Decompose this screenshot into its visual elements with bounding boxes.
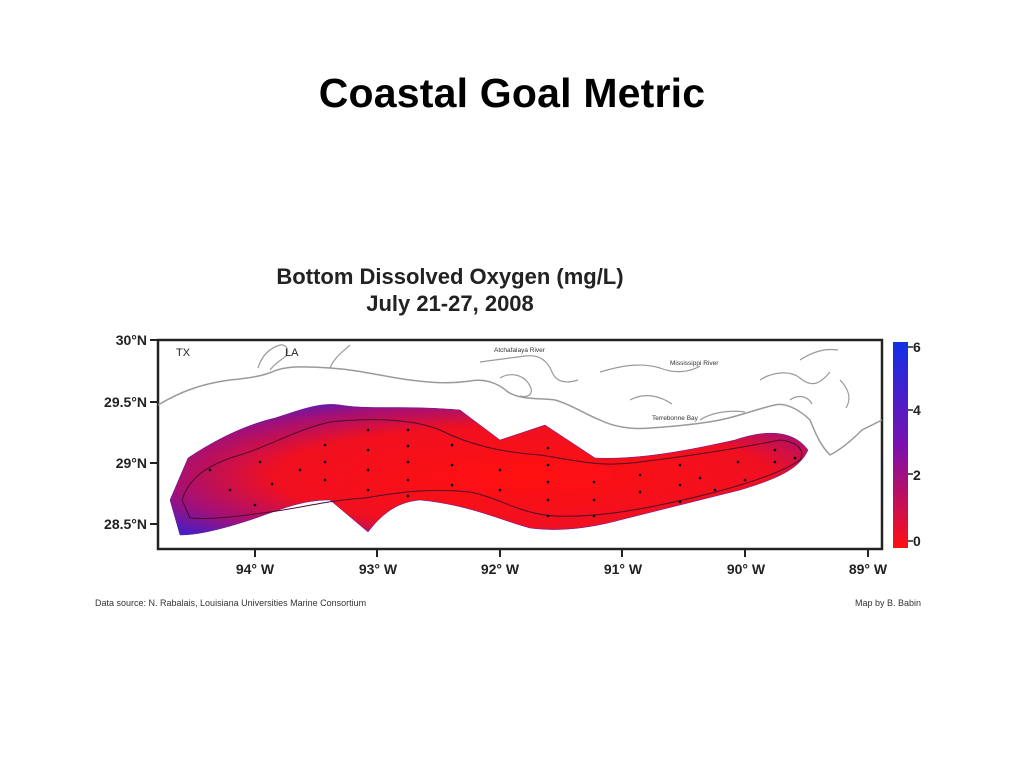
lon-label: 93° W: [359, 561, 398, 577]
hypoxia-contour: [181, 419, 803, 520]
lon-label: 90° W: [727, 561, 766, 577]
colorbar-label: 4: [913, 402, 921, 418]
lon-label: 91° W: [604, 561, 643, 577]
coastline: [158, 366, 882, 456]
map-date: July 21-27, 2008: [366, 291, 534, 316]
map-title: Bottom Dissolved Oxygen (mg/L): [276, 264, 624, 289]
slide-title: Coastal Goal Metric: [318, 70, 706, 116]
lat-label: 30°N: [116, 332, 147, 348]
label-tx: TX: [176, 347, 191, 359]
lon-label: 92° W: [481, 561, 520, 577]
colorbar-label: 6: [913, 339, 921, 355]
label-la: LA: [285, 347, 299, 359]
colorbar-ticks: [908, 346, 913, 542]
lat-label: 29.5°N: [104, 394, 147, 410]
oxygen-plume: [169, 404, 809, 536]
data-source: Data source: N. Rabalais, Louisiana Univ…: [95, 598, 367, 608]
label-terrebonne: Terrebonne Bay: [652, 415, 699, 422]
colorbar-label: 0: [913, 533, 921, 549]
lon-ticks: [254, 549, 869, 557]
lon-label: 94° W: [236, 561, 275, 577]
label-mississippi: Mississippi River: [670, 360, 719, 367]
map-credit: Map by B. Babin: [854, 598, 921, 608]
label-atchafalaya: Atchafalaya River: [494, 347, 546, 354]
lon-label: 89° W: [849, 561, 888, 577]
lat-ticks: [150, 339, 158, 525]
lat-label: 29°N: [116, 455, 147, 471]
lat-label: 28.5°N: [104, 516, 147, 532]
colorbar-label: 2: [913, 467, 921, 483]
colorbar: [893, 342, 908, 548]
sampling-stations: [208, 428, 797, 518]
